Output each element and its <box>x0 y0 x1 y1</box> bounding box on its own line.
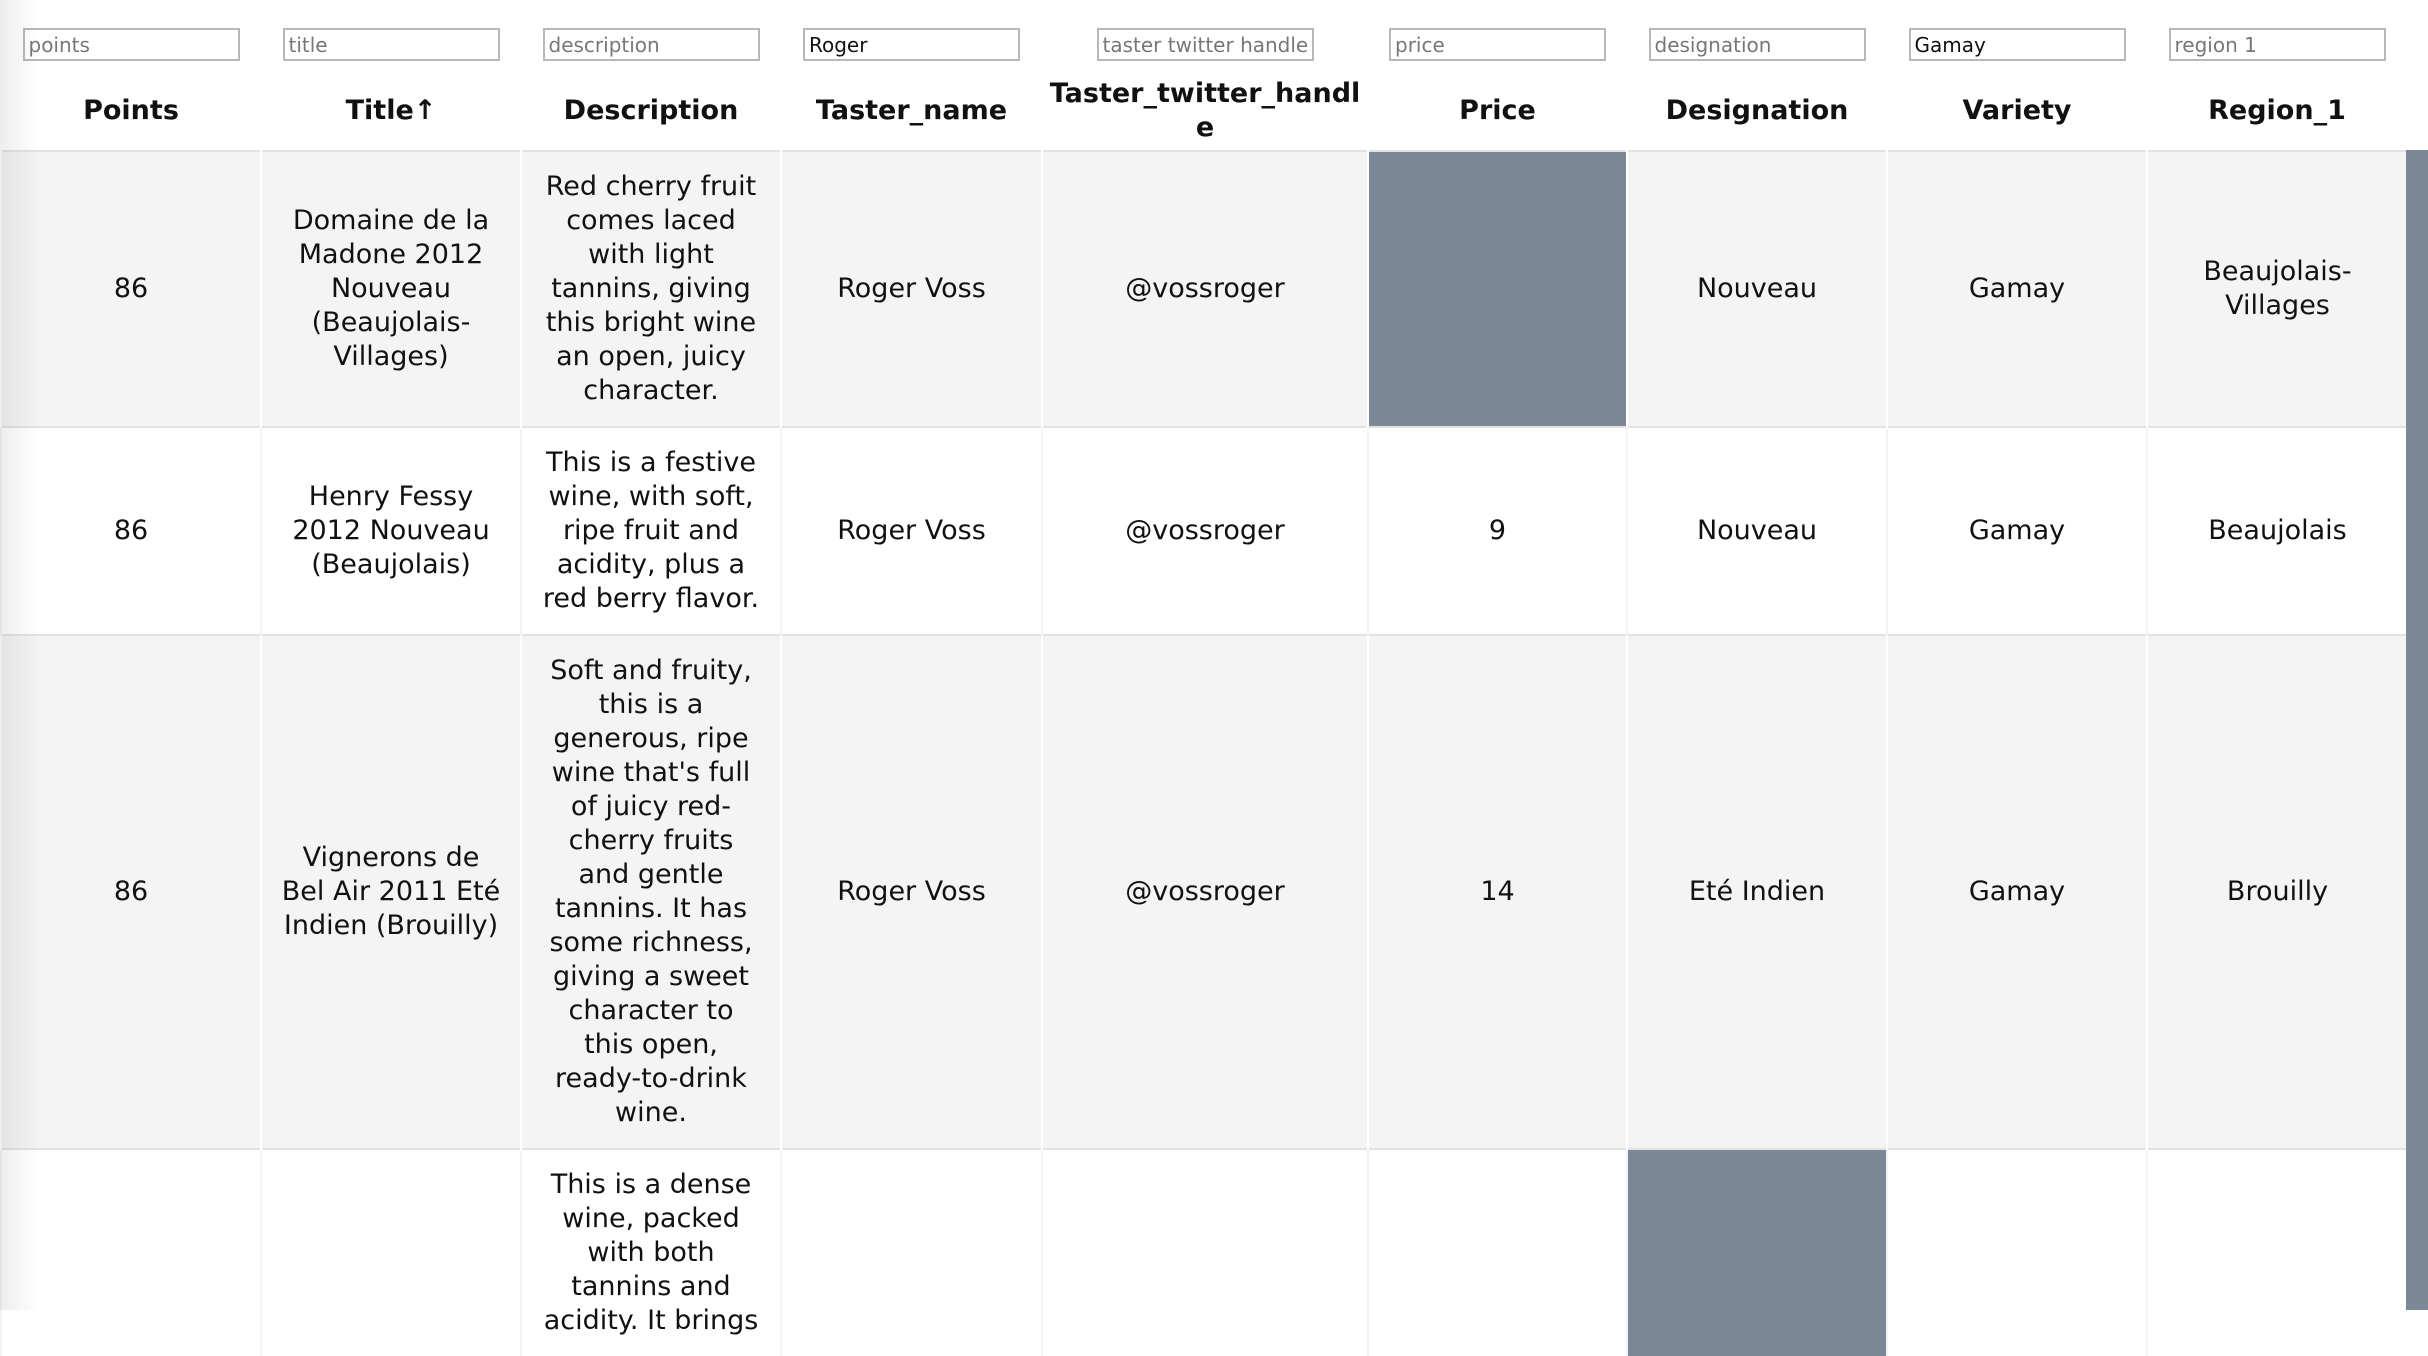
filter-input[interactable] <box>22 28 240 61</box>
cell: This is a dense wine, packed with both t… <box>520 1149 781 1356</box>
cell: Beaujolais <box>2146 427 2407 635</box>
cell <box>1367 1149 1627 1356</box>
filter-input[interactable] <box>803 28 1020 61</box>
filter-input[interactable] <box>282 28 500 61</box>
filter-cell <box>1042 0 1368 72</box>
filter-cell <box>1887 0 2147 72</box>
cell: Roger Voss <box>780 635 1042 1149</box>
null-cell <box>1367 151 1627 427</box>
filter-cell <box>1368 0 1627 72</box>
cell <box>1886 1149 2147 1356</box>
cell: Brouilly <box>2146 635 2407 1149</box>
filter-input[interactable] <box>1389 28 1606 61</box>
filter-input[interactable] <box>1908 28 2126 61</box>
filter-cell <box>1 0 261 72</box>
column-header[interactable]: Title↑ <box>345 95 437 126</box>
filter-cell <box>1627 0 1887 72</box>
table-row: 86 Vignerons de Bel Air 2011 Eté Indien (… <box>0 635 2407 1149</box>
column-header[interactable]: Taster_name <box>815 95 1008 126</box>
column-header[interactable]: Variety <box>1962 95 2072 126</box>
column-header[interactable]: Region_1 <box>2208 95 2346 126</box>
filter-cell <box>2147 0 2407 72</box>
cell: Henry Fessy 2012 Nouveau (Beaujolais) <box>260 427 521 635</box>
cell: Vignerons de Bel Air 2011 Eté Indien (Br… <box>260 635 521 1149</box>
column-header[interactable]: Taster_twitter_handle <box>1049 78 1361 143</box>
cell <box>780 1149 1042 1356</box>
cell: Gamay <box>1886 427 2147 635</box>
column-header[interactable]: Points <box>83 95 179 126</box>
table-row: 86 Henry Fessy 2012 Nouveau (Beaujolais) T… <box>0 427 2407 635</box>
cell: Roger Voss <box>780 427 1042 635</box>
null-cell <box>1626 1149 1887 1356</box>
cell: 86 <box>0 635 261 1149</box>
filter-cell <box>781 0 1042 72</box>
filter-cell <box>261 0 521 72</box>
cell: Beaujolais-Villages <box>2146 151 2407 427</box>
cell <box>1041 1149 1368 1356</box>
cell: 9 <box>1367 427 1627 635</box>
cell: Gamay <box>1886 635 2147 1149</box>
cell: @vossroger <box>1041 151 1368 427</box>
cell: @vossroger <box>1041 427 1368 635</box>
filter-input[interactable] <box>542 28 760 61</box>
filter-row <box>1 0 2407 72</box>
cell: Nouveau <box>1626 151 1887 427</box>
cell: Nouveau <box>1626 427 1887 635</box>
column-header[interactable]: Description <box>563 95 739 126</box>
cell: @vossroger <box>1041 635 1368 1149</box>
cell: Gamay <box>1886 151 2147 427</box>
cell <box>0 1149 261 1356</box>
filter-input[interactable] <box>2168 28 2386 61</box>
filter-input[interactable] <box>1648 28 1866 61</box>
column-header[interactable]: Price <box>1459 95 1536 126</box>
filter-input[interactable] <box>1096 28 1314 61</box>
filter-cell <box>521 0 781 72</box>
cell: Roger Voss <box>780 151 1042 427</box>
cell <box>260 1149 521 1356</box>
table-row: This is a dense wine, packed with both t… <box>0 1149 2407 1356</box>
column-header[interactable]: Designation <box>1665 95 1849 126</box>
cell: Eté Indien <box>1626 635 1887 1149</box>
header-row: Points Title↑ Description Taster_name Taster… <box>1 72 2407 151</box>
table-body: 86 Domaine de la Madone 2012 Nouveau (Bea… <box>0 151 2407 1356</box>
cell <box>2146 1149 2407 1356</box>
cell: Domaine de la Madone 2012 Nouveau (Beauj… <box>260 151 521 427</box>
table-row: 86 Domaine de la Madone 2012 Nouveau (Bea… <box>0 151 2407 427</box>
scroll-edge <box>2406 150 2428 1310</box>
cell: 86 <box>0 151 261 427</box>
cell: 14 <box>1367 635 1627 1149</box>
cell: 86 <box>0 427 261 635</box>
cell: Red cherry fruit comes laced with light … <box>520 151 781 427</box>
cell: This is a festive wine, with soft, ripe … <box>520 427 781 635</box>
cell: Soft and fruity, this is a generous, rip… <box>520 635 781 1149</box>
